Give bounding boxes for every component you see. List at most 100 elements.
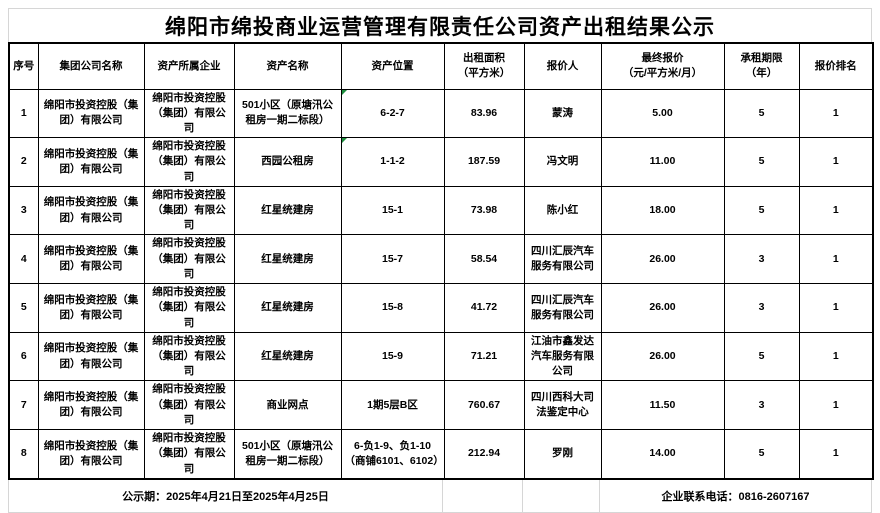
column-header-asset-location: 资产位置 (340, 42, 445, 90)
cell-lease-term: 3 (723, 234, 800, 285)
cell-lease-term: 5 (723, 185, 800, 236)
cell-final-price: 26.00 (600, 331, 725, 382)
cell-final-price: 5.00 (600, 88, 725, 139)
cell-owner-company: 绵阳市投资控股（集团）有限公司 (143, 429, 235, 480)
cell-area: 41.72 (443, 283, 525, 333)
cell-no: 2 (8, 137, 39, 187)
cell-area: 187.59 (443, 137, 525, 187)
cell-rank: 1 (798, 429, 874, 480)
column-header-asset-name: 资产名称 (233, 42, 342, 90)
table-row: 2 绵阳市投资控股（集团）有限公司 绵阳市投资控股（集团）有限公司 西园公租房 1-1-… (8, 137, 874, 187)
cell-group-company: 绵阳市投资控股（集团）有限公司 (37, 137, 145, 187)
cell-bidder: 四川西科大司法鉴定中心 (523, 380, 602, 431)
cell-bidder: 四川汇辰汽车服务有限公司 (523, 283, 602, 333)
cell-asset-name: 西园公租房 (233, 137, 342, 187)
cell-asset-name: 红星统建房 (233, 331, 342, 382)
cell-rank: 1 (798, 185, 874, 236)
cell-asset-location-flagged: 6-2-7 (340, 88, 445, 139)
cell-no: 3 (8, 185, 39, 236)
cell-area: 83.96 (443, 88, 525, 139)
cell-owner-company: 绵阳市投资控股（集团）有限公司 (143, 88, 235, 139)
cell-rank: 1 (798, 283, 874, 333)
cell-final-price: 26.00 (600, 283, 725, 333)
cell-bidder: 四川汇辰汽车服务有限公司 (523, 234, 602, 285)
cell-rank: 1 (798, 137, 874, 187)
table-row: 5 绵阳市投资控股（集团）有限公司 绵阳市投资控股（集团）有限公司 红星统建房 15-8… (8, 283, 874, 333)
cell-lease-term: 5 (723, 88, 800, 139)
cell-asset-location: 6-负1-9、负1-10（商铺6101、6102） (340, 429, 445, 480)
column-header-no: 序号 (8, 42, 39, 90)
cell-lease-term: 5 (723, 429, 800, 480)
cell-asset-location: 15-9 (340, 331, 445, 382)
cell-final-price: 14.00 (600, 429, 725, 480)
cell-group-company: 绵阳市投资控股（集团）有限公司 (37, 331, 145, 382)
cell-no: 8 (8, 429, 39, 480)
footer-empty-cell (443, 479, 523, 513)
cell-bidder: 罗刚 (523, 429, 602, 480)
cell-group-company: 绵阳市投资控股（集团）有限公司 (37, 380, 145, 431)
table-row: 4 绵阳市投资控股（集团）有限公司 绵阳市投资控股（集团）有限公司 红星统建房 15-7… (8, 234, 874, 285)
cell-no: 6 (8, 331, 39, 382)
cell-final-price: 26.00 (600, 234, 725, 285)
cell-group-company: 绵阳市投资控股（集团）有限公司 (37, 185, 145, 236)
footer-empty-cell (523, 479, 600, 513)
cell-bidder: 蒙涛 (523, 88, 602, 139)
cell-no: 7 (8, 380, 39, 431)
announcement-sheet: 绵阳市绵投商业运营管理有限责任公司资产出租结果公示 序号 集团公司名称 资产所属企业… (8, 8, 874, 513)
column-header-area: 出租面积 （平方米） (443, 42, 525, 90)
rental-results-table: 序号 集团公司名称 资产所属企业 资产名称 资产位置 出租面积 （平方米） 报价人 最终报价 … (8, 42, 874, 480)
cell-asset-name: 501小区（原塘汛公租房一期二标段） (233, 88, 342, 139)
cell-no: 4 (8, 234, 39, 285)
column-header-final-price: 最终报价 （元/平方米/月） (600, 42, 725, 90)
table-body: 1 绵阳市投资控股（集团）有限公司 绵阳市投资控股（集团）有限公司 501小区（原塘汛… (8, 88, 874, 480)
cell-bidder: 陈小红 (523, 185, 602, 236)
cell-rank: 1 (798, 88, 874, 139)
cell-rank: 1 (798, 380, 874, 431)
cell-rank: 1 (798, 234, 874, 285)
cell-group-company: 绵阳市投资控股（集团）有限公司 (37, 283, 145, 333)
table-row: 1 绵阳市投资控股（集团）有限公司 绵阳市投资控股（集团）有限公司 501小区（原塘汛… (8, 88, 874, 139)
cell-owner-company: 绵阳市投资控股（集团）有限公司 (143, 234, 235, 285)
cell-bidder: 冯文明 (523, 137, 602, 187)
cell-final-price: 11.00 (600, 137, 725, 187)
cell-area: 760.67 (443, 380, 525, 431)
cell-owner-company: 绵阳市投资控股（集团）有限公司 (143, 331, 235, 382)
cell-lease-term: 3 (723, 283, 800, 333)
cell-asset-location: 1期5层B区 (340, 380, 445, 431)
table-row: 3 绵阳市投资控股（集团）有限公司 绵阳市投资控股（集团）有限公司 红星统建房 15-1… (8, 185, 874, 236)
cell-area: 73.98 (443, 185, 525, 236)
cell-owner-company: 绵阳市投资控股（集团）有限公司 (143, 185, 235, 236)
cell-owner-company: 绵阳市投资控股（集团）有限公司 (143, 283, 235, 333)
table-row: 7 绵阳市投资控股（集团）有限公司 绵阳市投资控股（集团）有限公司 商业网点 1期5层B… (8, 380, 874, 431)
cell-lease-term: 3 (723, 380, 800, 431)
table-row: 8 绵阳市投资控股（集团）有限公司 绵阳市投资控股（集团）有限公司 501小区（原塘汛… (8, 429, 874, 480)
cell-asset-name: 红星统建房 (233, 283, 342, 333)
cell-asset-location: 15-7 (340, 234, 445, 285)
column-header-lease-term: 承租期限 （年） (723, 42, 800, 90)
header-row: 序号 集团公司名称 资产所属企业 资产名称 资产位置 出租面积 （平方米） 报价人 最终报价 … (8, 42, 874, 90)
cell-final-price: 11.50 (600, 380, 725, 431)
cell-asset-name: 商业网点 (233, 380, 342, 431)
cell-asset-location-flagged: 1-1-2 (340, 137, 445, 187)
cell-owner-company: 绵阳市投资控股（集团）有限公司 (143, 137, 235, 187)
column-header-bidder: 报价人 (523, 42, 602, 90)
contact-phone: 企业联系电话：0816-2607167 (600, 479, 872, 513)
column-header-group-company: 集团公司名称 (37, 42, 145, 90)
publicity-period: 公示期：2025年4月21日至2025年4月25日 (8, 479, 443, 513)
cell-group-company: 绵阳市投资控股（集团）有限公司 (37, 429, 145, 480)
table-row: 6 绵阳市投资控股（集团）有限公司 绵阳市投资控股（集团）有限公司 红星统建房 15-9… (8, 331, 874, 382)
cell-asset-location: 15-1 (340, 185, 445, 236)
footer-row: 公示期：2025年4月21日至2025年4月25日 企业联系电话：0816-26… (8, 479, 872, 513)
cell-area: 58.54 (443, 234, 525, 285)
cell-group-company: 绵阳市投资控股（集团）有限公司 (37, 88, 145, 139)
cell-asset-location: 15-8 (340, 283, 445, 333)
column-header-rank: 报价排名 (798, 42, 874, 90)
column-header-owner-company: 资产所属企业 (143, 42, 235, 90)
cell-final-price: 18.00 (600, 185, 725, 236)
cell-owner-company: 绵阳市投资控股（集团）有限公司 (143, 380, 235, 431)
cell-lease-term: 5 (723, 137, 800, 187)
cell-lease-term: 5 (723, 331, 800, 382)
cell-area: 212.94 (443, 429, 525, 480)
cell-asset-name: 红星统建房 (233, 234, 342, 285)
cell-bidder: 江油市鑫发达汽车服务有限公司 (523, 331, 602, 382)
